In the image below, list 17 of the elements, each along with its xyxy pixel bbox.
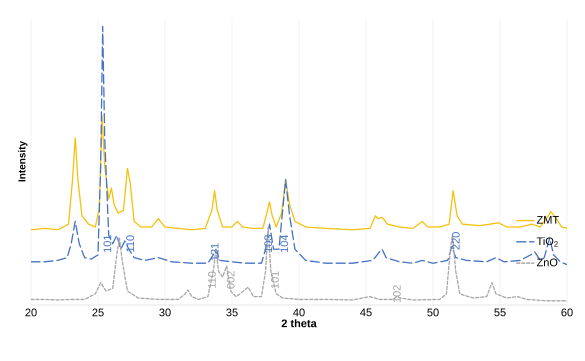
x-tick-label: 25 <box>92 308 104 316</box>
annotation: 102 <box>392 285 401 302</box>
x-tick-label: 35 <box>226 308 238 316</box>
annotation: 220 <box>452 232 460 250</box>
annotation: 104 <box>280 234 288 252</box>
x-tick-label: 30 <box>159 308 171 316</box>
x-tick-label: 55 <box>494 308 506 316</box>
x-tick-label: 50 <box>427 308 439 316</box>
x-axis-title: 2 theta <box>282 319 317 328</box>
x-tick-label: 20 <box>25 308 37 316</box>
annotation: 110 <box>126 235 134 252</box>
x-tick-label: 40 <box>293 308 305 316</box>
x-tick-label: 45 <box>360 308 372 316</box>
x-tick-label: 60 <box>561 308 573 316</box>
legend-label: ZnO <box>536 258 558 266</box>
annotation: 101 <box>104 235 112 252</box>
y-axis-title: Intensity <box>18 140 28 182</box>
